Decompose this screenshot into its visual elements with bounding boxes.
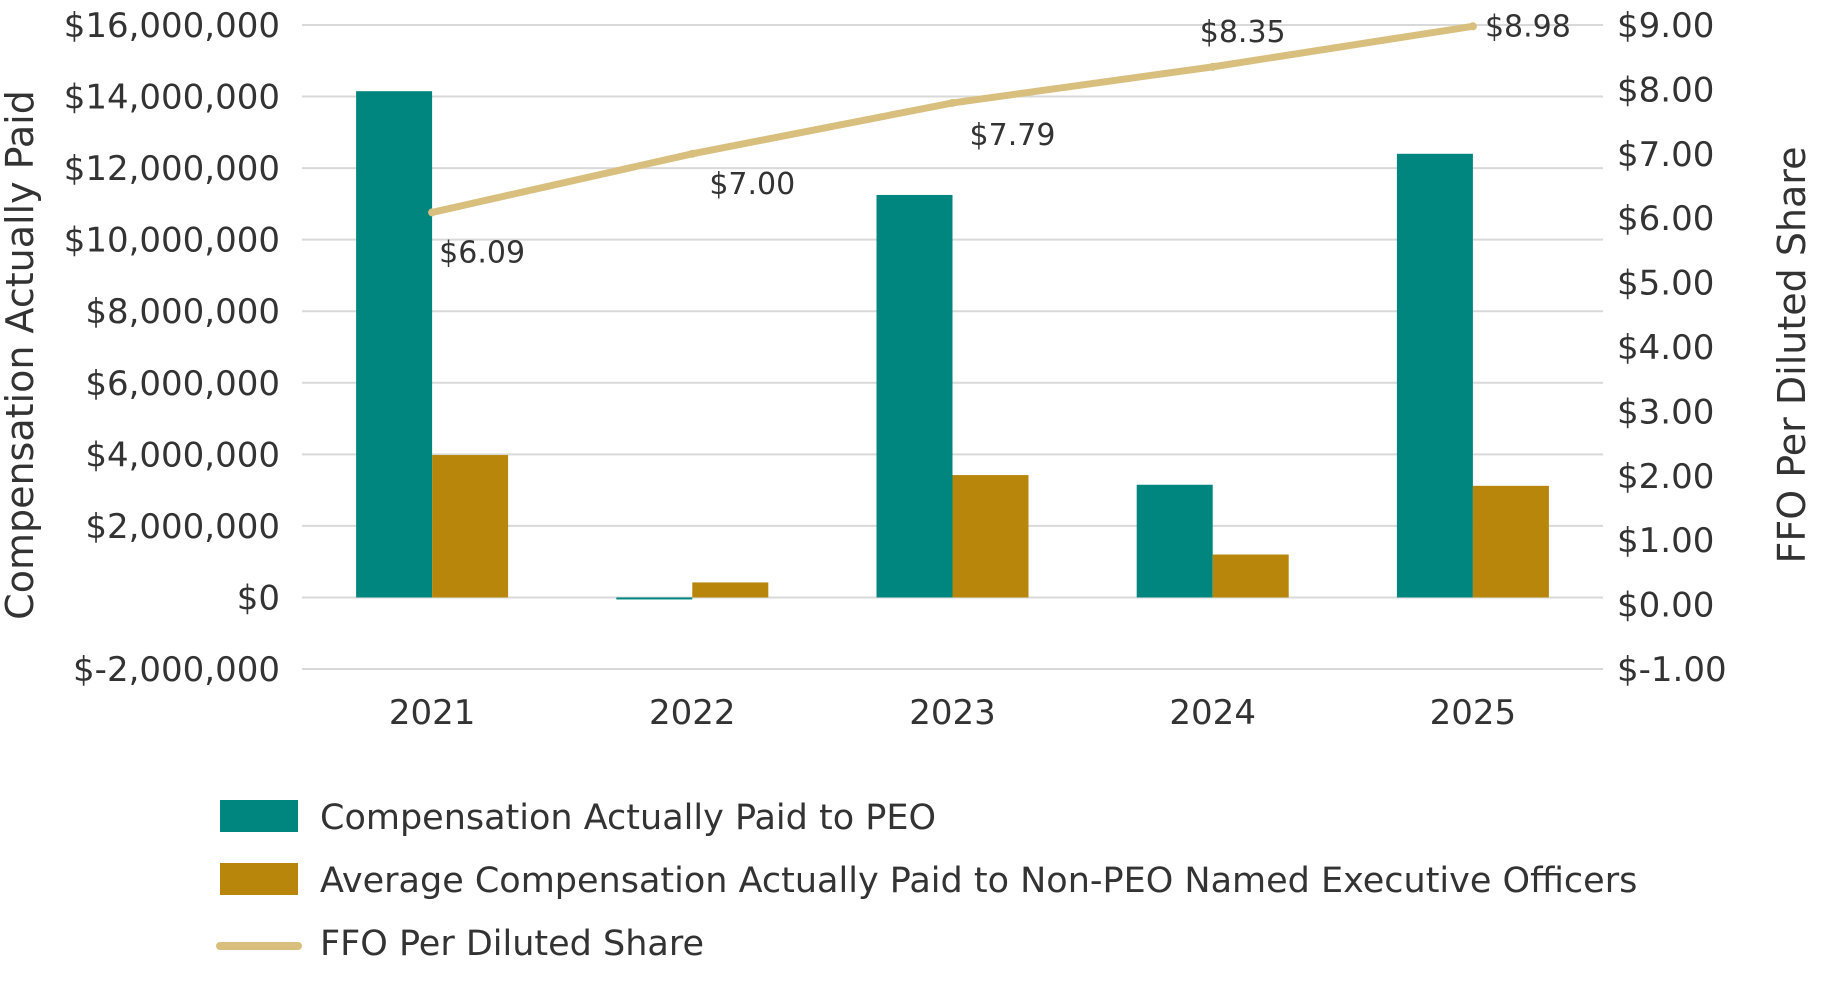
legend-label-non-peo: Average Compensation Actually Paid to No… bbox=[320, 861, 1637, 901]
left-tick-label: $14,000,000 bbox=[64, 78, 280, 118]
left-tick-label: $-2,000,000 bbox=[73, 650, 280, 690]
ffo-point bbox=[428, 208, 437, 217]
left-axis-title: Compensation Actually Paid bbox=[0, 90, 42, 620]
bar-peo bbox=[616, 597, 693, 600]
right-tick-label: $-1.00 bbox=[1617, 650, 1727, 690]
bar-non-peo bbox=[432, 455, 509, 598]
bar-non-peo bbox=[952, 475, 1029, 598]
left-tick-label: $16,000,000 bbox=[64, 6, 280, 46]
bar-non-peo bbox=[1472, 485, 1549, 598]
x-tick-label: 2024 bbox=[1169, 693, 1256, 733]
ffo-data-label: $7.00 bbox=[709, 167, 795, 202]
right-tick-label: $9.00 bbox=[1617, 6, 1714, 46]
bar-peo bbox=[876, 194, 953, 598]
right-tick-label: $6.00 bbox=[1617, 199, 1714, 239]
right-tick-label: $4.00 bbox=[1617, 328, 1714, 368]
x-tick-label: 2025 bbox=[1430, 693, 1517, 733]
x-tick-label: 2021 bbox=[389, 693, 476, 733]
left-tick-label: $12,000,000 bbox=[64, 149, 280, 189]
legend-swatch-peo bbox=[220, 800, 298, 832]
right-axis-ticks: $-1.00 $0.00 $1.00 $2.00 $3.00 $4.00 $5.00 $6.0… bbox=[1617, 6, 1727, 690]
ffo-line-path bbox=[428, 22, 1477, 216]
legend-swatch-non-peo bbox=[220, 863, 298, 895]
left-axis-ticks: $-2,000,000 $0 $2,000,000 $4,000,000 $6,000,… bbox=[64, 6, 280, 690]
right-tick-label: $0.00 bbox=[1617, 586, 1714, 626]
right-tick-label: $1.00 bbox=[1617, 521, 1714, 561]
left-tick-label: $4,000,000 bbox=[85, 435, 280, 475]
legend-label-peo: Compensation Actually Paid to PEO bbox=[320, 798, 936, 838]
legend-label-ffo: FFO Per Diluted Share bbox=[320, 924, 704, 964]
x-tick-label: 2023 bbox=[909, 693, 996, 733]
right-tick-label: $3.00 bbox=[1617, 392, 1714, 432]
left-tick-label: $2,000,000 bbox=[85, 507, 280, 547]
right-tick-label: $8.00 bbox=[1617, 70, 1714, 110]
right-axis-title: FFO Per Diluted Share bbox=[1770, 147, 1814, 564]
ffo-point bbox=[1208, 62, 1217, 71]
data-labels: $6.09 $7.00 $7.79 $8.35 $8.98 bbox=[439, 9, 1571, 270]
ffo-data-label: $7.79 bbox=[970, 118, 1056, 153]
x-tick-label: 2022 bbox=[649, 693, 736, 733]
x-axis-ticks: 2021 2022 2023 2024 2025 bbox=[389, 693, 1516, 733]
ffo-data-label: $8.98 bbox=[1485, 9, 1571, 44]
right-tick-label: $2.00 bbox=[1617, 457, 1714, 497]
bar-non-peo bbox=[1212, 554, 1289, 598]
left-tick-label: $8,000,000 bbox=[85, 292, 280, 332]
right-tick-label: $5.00 bbox=[1617, 264, 1714, 304]
left-tick-label: $0 bbox=[237, 578, 280, 618]
ffo-data-label: $6.09 bbox=[439, 235, 525, 270]
left-tick-label: $10,000,000 bbox=[64, 221, 280, 261]
bar-non-peo bbox=[692, 582, 769, 598]
right-tick-label: $7.00 bbox=[1617, 135, 1714, 175]
bar-peo bbox=[1136, 484, 1213, 598]
ffo-point bbox=[688, 149, 697, 158]
legend: Compensation Actually Paid to PEO Averag… bbox=[216, 798, 1637, 964]
ffo-data-label: $8.35 bbox=[1200, 15, 1286, 50]
ffo-point bbox=[1468, 22, 1477, 31]
bar-peo bbox=[1396, 153, 1473, 598]
ffo-line bbox=[428, 22, 1477, 217]
bars bbox=[356, 91, 1549, 600]
ffo-point bbox=[948, 98, 957, 107]
bar-peo bbox=[356, 91, 433, 598]
left-tick-label: $6,000,000 bbox=[85, 364, 280, 404]
